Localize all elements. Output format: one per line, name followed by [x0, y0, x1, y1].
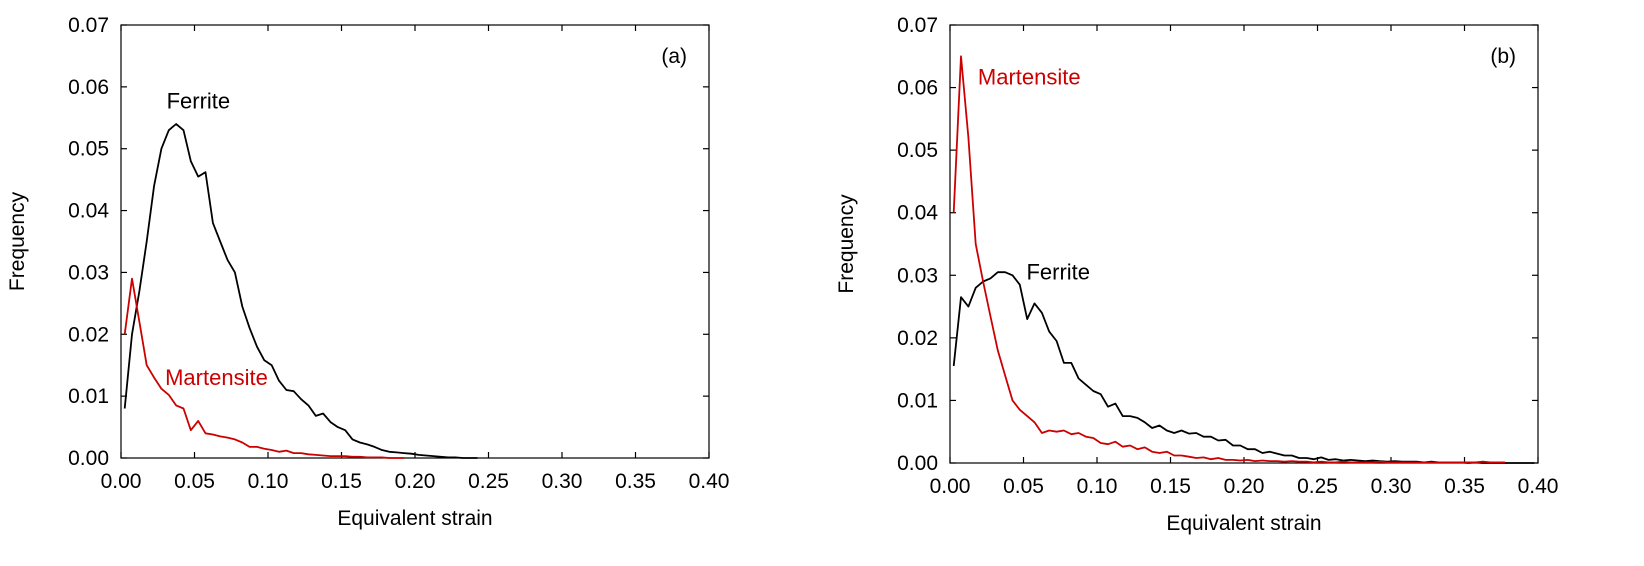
x-tick-label: 0.25	[1297, 475, 1338, 498]
y-tick-label: 0.03	[897, 264, 938, 287]
y-tick-label: 0.03	[68, 261, 109, 284]
y-tick-label: 0.04	[68, 200, 109, 223]
x-tick-label: 0.00	[930, 475, 971, 498]
y-axis: 0.00 0.01 0.02 0.03 0.04 0.05 0.06 0.07	[897, 14, 1538, 475]
x-tick-label: 0.30	[1371, 475, 1412, 498]
series-label-martensite: Martensite	[978, 64, 1081, 89]
series-group: Ferrite Martensite	[123, 89, 478, 459]
x-tick-label: 0.20	[395, 470, 436, 493]
y-axis: 0.00 0.01 0.02 0.03 0.04 0.05 0.06 0.07	[68, 14, 709, 470]
x-tick-label: 0.40	[689, 470, 730, 493]
y-tick-label: 0.04	[897, 202, 938, 225]
y-tick-label: 0.01	[897, 389, 938, 412]
series-line-martensite	[952, 55, 1505, 464]
x-axis: 0.00 0.05 0.10 0.15 0.20 0.25 0.30 0.35 0.40	[101, 25, 730, 493]
chart-panel-b: 0.000.010.020.030.040.050.060.07 0.00 0.0…	[835, 14, 1558, 535]
x-tick-label: 0.10	[248, 470, 289, 493]
y-tick-label: 0.01	[68, 385, 109, 408]
x-tick-label: 0.20	[1224, 475, 1265, 498]
series-line-ferrite	[952, 271, 1535, 464]
x-tick-label: 0.10	[1077, 475, 1118, 498]
y-tick-label: 0.06	[68, 76, 109, 99]
y-tick-label: 0.05	[897, 139, 938, 162]
y-tick-label: 0.05	[68, 138, 109, 161]
x-tick-label: 0.40	[1518, 475, 1559, 498]
y-axis-label: Frequency	[6, 191, 29, 291]
x-tick-label: 0.35	[1444, 475, 1485, 498]
x-tick-label: 0.30	[542, 470, 583, 493]
y-axis-label: Frequency	[835, 194, 858, 294]
series-label-martensite: Martensite	[165, 365, 268, 390]
series-label-ferrite: Ferrite	[1026, 260, 1090, 285]
series-group: Ferrite Martensite	[952, 55, 1535, 464]
x-tick-label: 0.05	[174, 470, 215, 493]
x-tick-label: 0.25	[468, 470, 509, 493]
y-tick-label: 0.06	[897, 77, 938, 100]
series-line-martensite	[123, 277, 404, 459]
y-tick-label: 0.02	[68, 323, 109, 346]
series-line-ferrite	[123, 123, 478, 459]
x-tick-label: 0.15	[1150, 475, 1191, 498]
panel-label: (a)	[661, 45, 687, 68]
x-tick-label: 0.00	[101, 470, 142, 493]
x-axis: 0.00 0.05 0.10 0.15 0.20 0.25 0.30 0.35 0.40	[930, 25, 1559, 498]
x-axis-label: Equivalent strain	[1166, 512, 1321, 535]
series-label-ferrite: Ferrite	[167, 89, 231, 114]
x-tick-label: 0.15	[321, 470, 362, 493]
y-tick-label: 0.00	[897, 452, 938, 475]
panel-label: (b)	[1490, 45, 1516, 68]
x-tick-label: 0.05	[1003, 475, 1044, 498]
y-tick-label: 0.07	[897, 14, 938, 37]
x-tick-label: 0.35	[615, 470, 656, 493]
chart-panel-a: 0.000.010.020.030.040.050.060.07 0.00 0.0…	[6, 14, 729, 530]
x-axis-label: Equivalent strain	[337, 507, 492, 530]
y-tick-label: 0.02	[897, 327, 938, 350]
y-tick-label: 0.07	[68, 14, 109, 37]
plot-frame	[949, 24, 1539, 464]
y-tick-label: 0.00	[68, 447, 109, 470]
